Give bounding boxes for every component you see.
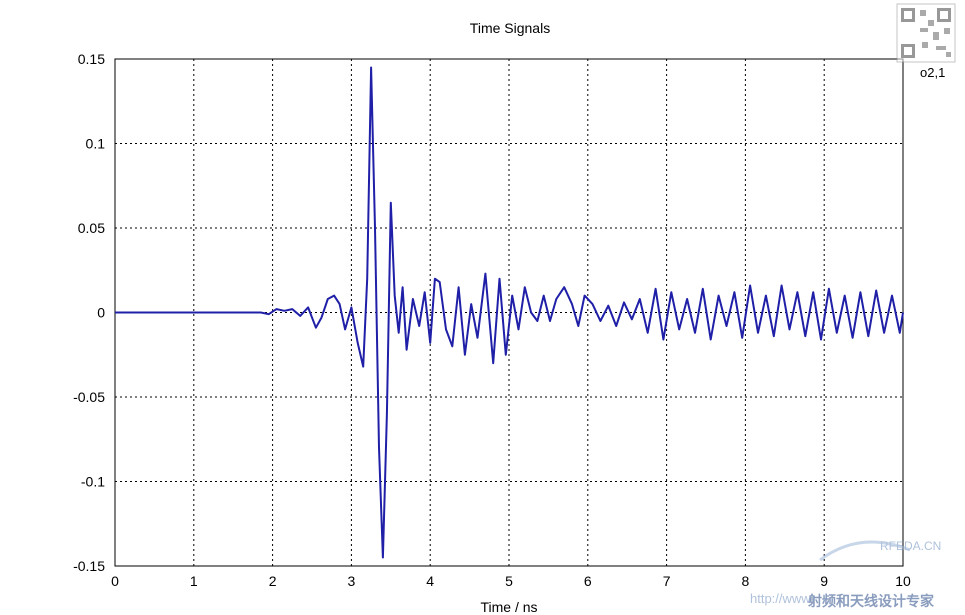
x-tick-labels: 0 1 2 3 4 5 6 7 8 9 10	[111, 573, 911, 589]
y-tick-label: -0.05	[73, 389, 105, 405]
x-tick-label: 8	[742, 573, 750, 589]
legend: o2,1	[896, 3, 956, 80]
x-tick-label: 5	[505, 573, 513, 589]
x-tick-label: 0	[111, 573, 119, 589]
x-tick-label: 4	[426, 573, 434, 589]
x-tick-label: 2	[269, 573, 277, 589]
qr-code-logo	[896, 3, 956, 63]
watermark-logo: RFEDA.CN http://www. 射频和天线设计专家	[750, 539, 941, 609]
y-tick-label: 0	[97, 305, 105, 321]
x-tick-label: 3	[348, 573, 356, 589]
y-tick-label: -0.1	[81, 474, 105, 490]
x-tick-label: 9	[820, 573, 828, 589]
watermark-site: RFEDA.CN	[880, 539, 941, 553]
watermark-cn-text: 射频和天线设计专家	[807, 593, 935, 609]
watermark-url: http://www.	[750, 591, 814, 606]
legend-entry-label: o2,1	[920, 65, 945, 80]
series-line-0	[115, 66, 904, 559]
x-tick-label: 6	[584, 573, 592, 589]
x-tick-label: 10	[895, 573, 911, 589]
series-layer	[115, 66, 904, 559]
x-tick-label: 1	[190, 573, 198, 589]
y-tick-labels: 0.15 0.1 0.05 0 -0.05 -0.1 -0.15	[73, 51, 105, 574]
x-tick-label: 7	[663, 573, 671, 589]
y-tick-label: 0.1	[86, 136, 106, 152]
y-tick-label: 0.05	[78, 220, 105, 236]
y-tick-label: 0.15	[78, 51, 105, 67]
x-axis-label: Time / ns	[480, 599, 537, 615]
y-tick-label: -0.15	[73, 558, 105, 574]
chart-title: Time Signals	[470, 20, 550, 36]
